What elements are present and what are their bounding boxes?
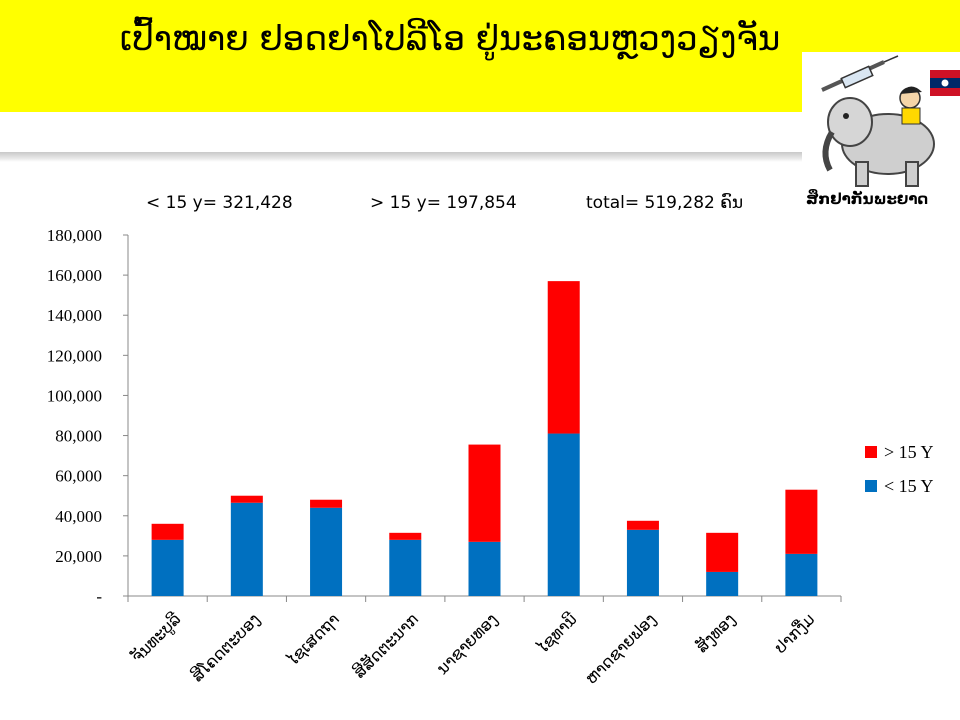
bar-segment — [151, 539, 184, 596]
logo-caption: ສຶກຢາກັນພະຍາດ — [806, 190, 929, 208]
bar-segment — [626, 520, 659, 530]
legend-label: > 15 Y — [884, 442, 933, 462]
y-axis-ticks: - 20,000 40,000 60,000 80,000 100,000 120,000 1… — [47, 226, 128, 606]
vaccination-logo: ສຶກຢາກັນພະຍາດ — [802, 52, 960, 212]
bar-segment — [706, 532, 739, 572]
x-category-label: ຈັນທະບູລີ — [127, 609, 185, 667]
y-tick-label: 40,000 — [55, 507, 102, 526]
x-category-label: ຫາດຊາຍຟອງ — [581, 609, 659, 687]
bar-segment — [785, 489, 818, 554]
bar-segment — [389, 539, 422, 596]
legend: > 15 Y < 15 Y — [865, 442, 933, 496]
bar-segment — [151, 523, 184, 540]
bar-segment — [468, 541, 501, 596]
legend-swatch — [865, 480, 877, 492]
bar-segment — [706, 571, 739, 596]
x-category-label: ນາຊາຍທອງ — [433, 609, 502, 678]
bar-segment — [230, 495, 263, 503]
y-tick-label: - — [96, 587, 102, 606]
slide-title: ເປົ້າໝາຍ ຢອດຢາໂປລີໂອ ຢູ່ນະຄອນຫຼວງວຽງຈັນ — [119, 19, 781, 59]
summary-under15: < 15 y= 321,428 — [146, 193, 293, 213]
bar-segment — [547, 433, 580, 596]
bar-segment — [389, 532, 422, 540]
x-category-label: ສັງທອງ — [692, 609, 739, 656]
legend-label: < 15 Y — [884, 476, 933, 496]
legend-swatch — [865, 446, 877, 458]
x-category-label: ປາກງື່ມ — [771, 609, 819, 657]
bar-segment — [310, 507, 343, 596]
x-axis-categories: ຈັນທະບູລີ ສີໂຄດຕະບອງ ໄຊເສດຖາ ສີສັດຕະນາກ ນາຊາ… — [127, 609, 818, 688]
y-tick-label: 20,000 — [55, 547, 102, 566]
divider — [0, 152, 820, 162]
bar-segment — [626, 529, 659, 596]
bar-segment — [468, 444, 501, 542]
elephant-icon — [821, 55, 960, 187]
y-tick-label: 180,000 — [47, 226, 102, 245]
y-tick-label: 160,000 — [47, 266, 102, 285]
x-category-label: ສີສັດຕະນາກ — [349, 609, 422, 682]
y-tick-label: 100,000 — [47, 386, 102, 405]
bar-segment — [310, 499, 343, 508]
bar-segment — [230, 502, 263, 596]
bars — [151, 281, 818, 596]
summary-total: total= 519,282 ຄົນ — [586, 193, 744, 213]
y-tick-label: 140,000 — [47, 306, 102, 325]
y-tick-label: 120,000 — [47, 346, 102, 365]
title-banner — [0, 0, 960, 112]
x-category-label: ສີໂຄດຕະບອງ — [187, 609, 263, 685]
bar-segment — [785, 553, 818, 596]
bar-segment — [547, 281, 580, 434]
y-tick-label: 60,000 — [55, 467, 102, 486]
x-category-label: ໄຊເສດຖາ — [283, 609, 343, 669]
x-category-label: ໄຊທານີ — [533, 609, 581, 657]
y-tick-label: 80,000 — [55, 427, 102, 446]
summary-over15: > 15 y= 197,854 — [370, 193, 517, 213]
